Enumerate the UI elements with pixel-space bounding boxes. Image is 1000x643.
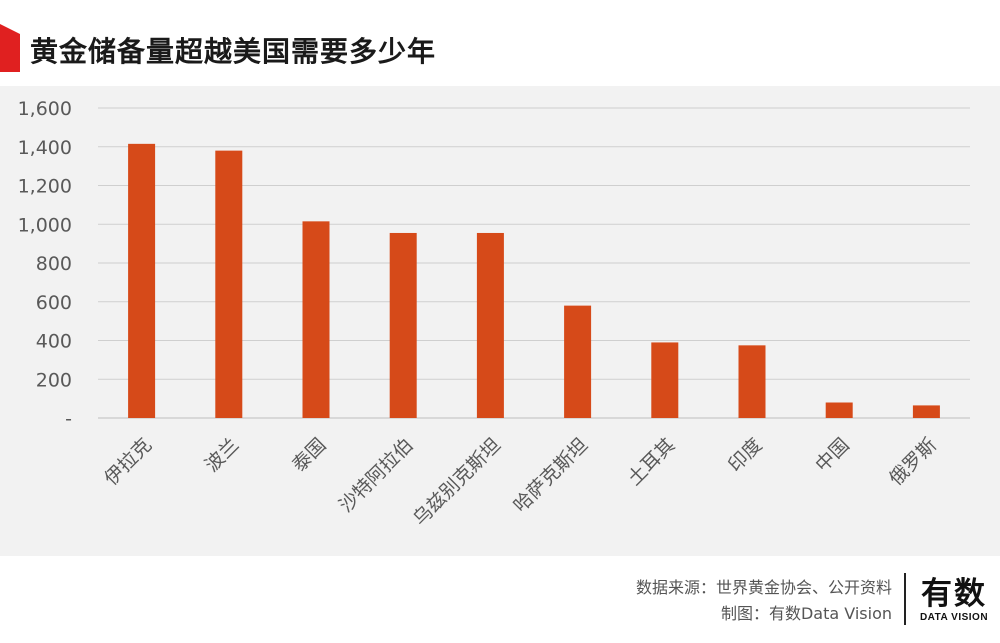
y-tick-label: 800 [36, 253, 72, 275]
y-tick-label: 1,600 [18, 98, 72, 120]
brand-divider [904, 573, 906, 625]
x-tick-label: 沙特阿拉伯 [335, 434, 418, 517]
gridlines [98, 107, 970, 419]
x-tick-label: 哈萨克斯坦 [509, 434, 592, 517]
y-tick-label: 600 [36, 292, 72, 314]
y-tick-label: 200 [36, 369, 72, 391]
bar-4 [389, 232, 417, 418]
bar-8 [738, 345, 766, 418]
bar-6 [564, 305, 592, 418]
red-flag-icon [0, 24, 20, 72]
bar-3 [302, 221, 330, 418]
bar-5 [476, 232, 504, 418]
data-source-note: 数据来源：世界黄金协会、公开资料 [635, 578, 892, 597]
y-axis-ticks: - 200 400 600 800 1,000 1,200 1,400 1,600 [18, 98, 72, 430]
x-tick-label: 乌兹别克斯坦 [409, 434, 505, 530]
bar-2 [215, 150, 243, 418]
bar-7 [651, 342, 679, 418]
bar-9 [825, 402, 853, 418]
x-tick-label: 印度 [724, 434, 766, 476]
y-tick-label: - [65, 408, 72, 430]
y-tick-label: 1,400 [18, 137, 72, 159]
x-tick-label: 土耳其 [623, 434, 679, 490]
chart-credit: 制图：有数Data Vision [720, 604, 892, 623]
x-tick-label: 俄罗斯 [885, 434, 941, 490]
x-tick-label: 伊拉克 [100, 434, 156, 490]
x-tick-label: 泰国 [288, 434, 330, 476]
y-tick-label: 1,200 [18, 176, 72, 198]
brand-logo-sub: DATA VISION [919, 612, 989, 623]
bar-1 [128, 143, 156, 418]
x-tick-label: 中国 [811, 434, 853, 476]
x-tick-label: 波兰 [201, 434, 243, 476]
brand-logo: 有数 [921, 576, 987, 612]
page-title: 黄金储备量超越美国需要多少年 [30, 35, 437, 68]
bar-10 [912, 405, 940, 418]
bars [128, 143, 940, 418]
y-tick-label: 1,000 [18, 214, 72, 236]
y-tick-label: 400 [36, 331, 72, 353]
header: 黄金储备量超越美国需要多少年 [0, 0, 1000, 86]
footer: 数据来源：世界黄金协会、公开资料 制图：有数Data Vision [0, 556, 1000, 643]
